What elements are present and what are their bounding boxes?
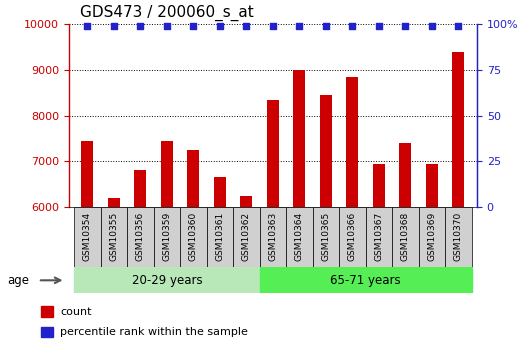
FancyBboxPatch shape	[260, 207, 286, 267]
Text: GSM10367: GSM10367	[375, 212, 383, 261]
Bar	[82, 141, 93, 207]
Bar	[320, 95, 332, 207]
Point	[189, 23, 198, 29]
Bar	[135, 170, 146, 207]
Point	[269, 23, 277, 29]
Text: GSM10359: GSM10359	[163, 212, 171, 261]
FancyBboxPatch shape	[339, 207, 366, 267]
Bar	[347, 77, 358, 207]
Bar	[453, 51, 464, 207]
FancyBboxPatch shape	[154, 207, 180, 267]
FancyBboxPatch shape	[207, 207, 233, 267]
Bar	[188, 150, 199, 207]
Text: GSM10366: GSM10366	[348, 212, 357, 261]
FancyBboxPatch shape	[366, 207, 392, 267]
Text: GSM10369: GSM10369	[428, 212, 436, 261]
FancyBboxPatch shape	[180, 207, 207, 267]
Text: GSM10360: GSM10360	[189, 212, 198, 261]
Point	[242, 23, 251, 29]
FancyBboxPatch shape	[127, 207, 154, 267]
Point	[295, 23, 304, 29]
Bar	[74, 267, 260, 293]
Bar	[267, 100, 279, 207]
Bar	[426, 164, 438, 207]
FancyBboxPatch shape	[419, 207, 445, 267]
Bar	[108, 198, 120, 207]
FancyBboxPatch shape	[74, 207, 101, 267]
Point	[83, 23, 92, 29]
Text: count: count	[60, 307, 91, 317]
Point	[454, 23, 463, 29]
Bar	[373, 164, 385, 207]
Bar	[400, 143, 411, 207]
Point	[322, 23, 330, 29]
FancyBboxPatch shape	[445, 207, 472, 267]
Point	[348, 23, 357, 29]
Point	[216, 23, 224, 29]
Text: GSM10364: GSM10364	[295, 212, 304, 261]
FancyBboxPatch shape	[392, 207, 419, 267]
Text: age: age	[7, 274, 29, 287]
Text: GSM10355: GSM10355	[110, 212, 118, 261]
Point	[375, 23, 383, 29]
Point	[401, 23, 410, 29]
Text: GSM10354: GSM10354	[83, 212, 92, 261]
Bar	[294, 70, 305, 207]
Bar	[241, 196, 252, 207]
Point	[136, 23, 145, 29]
Text: 20-29 years: 20-29 years	[131, 274, 202, 287]
Point	[110, 23, 118, 29]
Bar	[161, 141, 173, 207]
Point	[428, 23, 436, 29]
Point	[163, 23, 171, 29]
Bar	[41, 327, 53, 337]
Text: 65-71 years: 65-71 years	[330, 274, 401, 287]
Bar	[214, 177, 226, 207]
Text: GSM10365: GSM10365	[322, 212, 330, 261]
Text: GSM10362: GSM10362	[242, 212, 251, 261]
Text: GSM10356: GSM10356	[136, 212, 145, 261]
Text: GSM10363: GSM10363	[269, 212, 277, 261]
Text: GSM10361: GSM10361	[216, 212, 224, 261]
Bar	[41, 306, 53, 317]
Text: GDS473 / 200060_s_at: GDS473 / 200060_s_at	[80, 4, 253, 21]
Text: percentile rank within the sample: percentile rank within the sample	[60, 327, 248, 337]
FancyBboxPatch shape	[101, 207, 127, 267]
FancyBboxPatch shape	[233, 207, 260, 267]
Text: GSM10368: GSM10368	[401, 212, 410, 261]
Bar	[260, 267, 472, 293]
FancyBboxPatch shape	[286, 207, 313, 267]
FancyBboxPatch shape	[313, 207, 339, 267]
Text: GSM10370: GSM10370	[454, 212, 463, 261]
